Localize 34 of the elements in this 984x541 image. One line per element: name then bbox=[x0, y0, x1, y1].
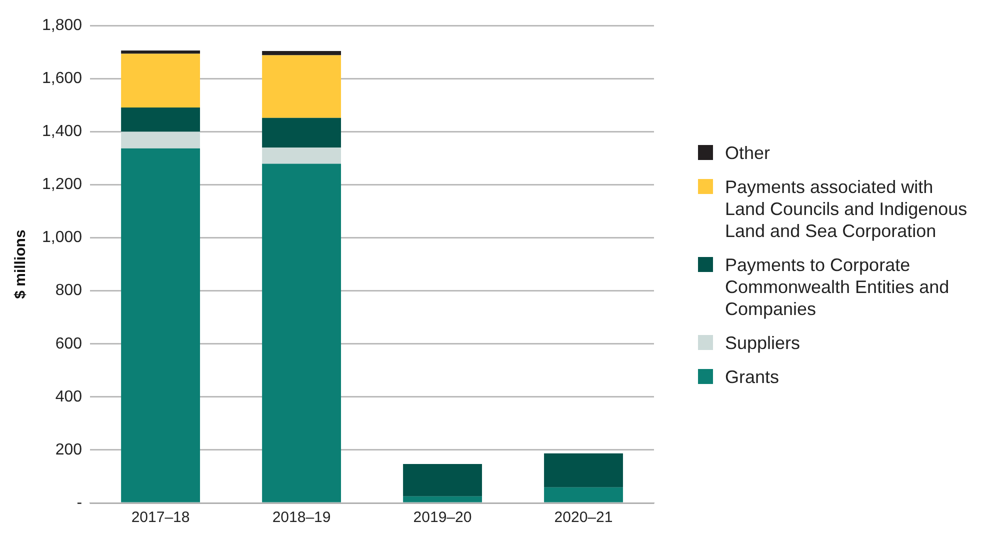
y-tick-label: 400 bbox=[55, 388, 82, 406]
x-tick-label: 2017–18 bbox=[131, 509, 190, 526]
bar bbox=[262, 164, 341, 502]
bar bbox=[262, 148, 341, 164]
bar bbox=[262, 55, 341, 118]
legend-label: Suppliers bbox=[725, 332, 802, 354]
y-tick-label: 200 bbox=[55, 441, 82, 458]
bar bbox=[403, 464, 482, 496]
bar bbox=[121, 148, 200, 502]
legend-label: Payments to Corporate Commonwealth Entities and Companies bbox=[725, 254, 950, 320]
legend-label: Payments associated with Land Councils and Indigenous Land and Sea Corporation bbox=[725, 176, 968, 242]
y-tick-label: 1,400 bbox=[42, 123, 82, 140]
x-tick-label: 2020–21 bbox=[554, 509, 613, 526]
y-tick-label: 1,600 bbox=[42, 70, 82, 88]
x-tick-label: 2018–19 bbox=[272, 509, 331, 526]
bar bbox=[262, 118, 341, 148]
legend-label: Other bbox=[725, 142, 772, 164]
bar bbox=[121, 132, 200, 148]
y-tick-label: 600 bbox=[55, 335, 82, 352]
bar bbox=[544, 487, 623, 502]
bar bbox=[403, 496, 482, 502]
x-tick-label: 2019–20 bbox=[413, 509, 472, 526]
bar bbox=[121, 50, 200, 54]
y-tick-label: 1,800 bbox=[42, 17, 82, 34]
y-tick-label: 1,200 bbox=[42, 176, 82, 194]
bar bbox=[121, 54, 200, 108]
bar bbox=[544, 453, 623, 488]
bar bbox=[121, 108, 200, 132]
y-tick-label: 800 bbox=[55, 282, 82, 300]
legend-label: Grants bbox=[725, 366, 780, 388]
y-tick-label: - bbox=[76, 494, 82, 512]
y-tick-label: 1,000 bbox=[42, 229, 82, 246]
bar bbox=[262, 51, 341, 56]
y-axis-title: $ millions bbox=[12, 230, 30, 299]
